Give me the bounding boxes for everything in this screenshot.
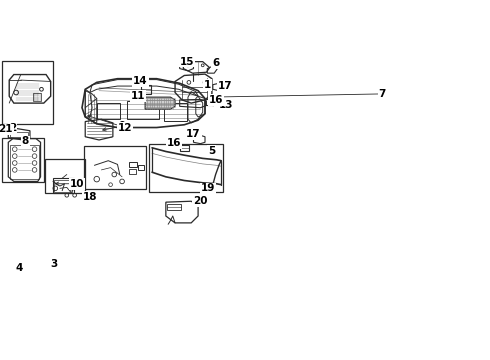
- Text: 7: 7: [379, 89, 386, 99]
- Bar: [84, 146, 146, 189]
- Text: 14: 14: [133, 76, 148, 86]
- Bar: [45, 159, 85, 193]
- Bar: [141, 85, 150, 94]
- Bar: [138, 165, 144, 170]
- Bar: [53, 178, 74, 193]
- Text: 6: 6: [212, 58, 219, 68]
- Text: 9: 9: [119, 121, 125, 131]
- Text: 11: 11: [131, 91, 146, 101]
- Text: 13: 13: [219, 100, 233, 111]
- Bar: [149, 144, 223, 192]
- Bar: [164, 103, 187, 121]
- Bar: [54, 180, 73, 192]
- Polygon shape: [145, 97, 175, 109]
- Bar: [205, 99, 213, 105]
- Text: 16: 16: [208, 95, 223, 105]
- Text: 3: 3: [51, 259, 58, 269]
- Text: 19: 19: [201, 183, 216, 193]
- Text: 17: 17: [186, 129, 201, 139]
- Text: 15: 15: [179, 57, 194, 67]
- Bar: [129, 162, 137, 167]
- Text: 5: 5: [208, 145, 216, 156]
- Text: 17: 17: [218, 81, 232, 91]
- Text: 10: 10: [70, 179, 85, 189]
- Text: 8: 8: [22, 136, 29, 147]
- Text: 1: 1: [204, 80, 211, 90]
- Text: 2: 2: [9, 122, 17, 132]
- Bar: [2, 138, 44, 182]
- Text: 12: 12: [118, 122, 133, 132]
- Text: 18: 18: [83, 192, 97, 202]
- Text: 20: 20: [193, 196, 208, 206]
- Bar: [180, 145, 189, 151]
- Bar: [2, 61, 53, 124]
- Bar: [10, 132, 27, 137]
- Bar: [97, 103, 120, 119]
- Bar: [167, 203, 181, 211]
- Bar: [127, 101, 159, 119]
- Bar: [129, 169, 136, 174]
- Text: 21: 21: [0, 124, 13, 134]
- Text: 16: 16: [167, 138, 181, 148]
- Bar: [10, 145, 39, 179]
- Text: 4: 4: [16, 263, 23, 273]
